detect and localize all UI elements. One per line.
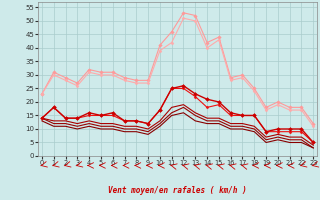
X-axis label: Vent moyen/en rafales ( km/h ): Vent moyen/en rafales ( km/h ) xyxy=(108,186,247,195)
